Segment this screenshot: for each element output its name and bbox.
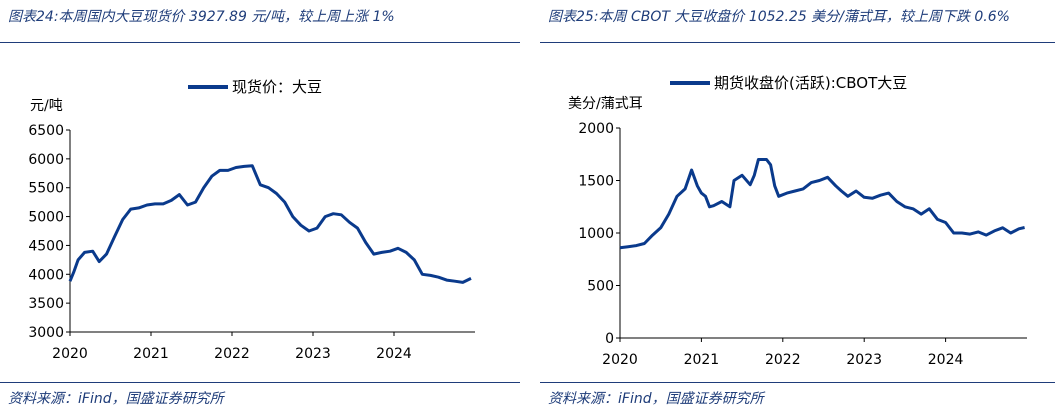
series-line: [619, 158, 1025, 250]
x-tick-label: 2021: [684, 352, 720, 368]
figure-title: 图表25:本周 CBOT 大豆收盘价 1052.25 美分/蒲式耳，较上周下跌 …: [548, 9, 1010, 25]
source-note: 资料来源：iFind，国盛证券研究所: [8, 391, 224, 407]
x-tick-label: 2021: [133, 346, 169, 362]
y-tick-label: 0: [605, 331, 614, 347]
title-divider: [540, 42, 1055, 43]
legend-label: 期货收盘价(活跃):CBOT大豆: [714, 74, 907, 92]
y-tick-label: 4500: [28, 238, 64, 254]
source-divider: [0, 382, 520, 383]
y-tick-label: 1500: [578, 174, 614, 190]
y-tick-label: 4000: [28, 267, 64, 283]
x-tick-label: 2022: [765, 352, 801, 368]
x-tick-label: 2020: [52, 346, 88, 362]
figure-title: 图表24:本周国内大豆现货价 3927.89 元/吨，较上周上涨 1%: [8, 9, 395, 25]
chart-panel-cbot-soybean: 图表25:本周 CBOT 大豆收盘价 1052.25 美分/蒲式耳，较上周下跌 …: [540, 0, 1055, 411]
x-tick-label: 2022: [214, 346, 250, 362]
y-tick-label: 6500: [28, 123, 64, 139]
x-tick-label: 2024: [928, 352, 964, 368]
y-axis-label: 美分/蒲式耳: [568, 96, 643, 112]
y-tick-label: 5500: [28, 181, 64, 197]
y-tick-label: 2000: [578, 121, 614, 137]
chart-domestic-soybean-price: 元/吨 现货价：大豆 3000 3500 4000 4500 5000 5500 6000 650…: [28, 78, 475, 362]
x-tick-label: 2023: [295, 346, 331, 362]
series-line: [68, 164, 472, 284]
legend-label: 现货价：大豆: [232, 78, 322, 96]
x-tick-label: 2023: [846, 352, 882, 368]
source-divider: [540, 382, 1055, 383]
chart-panel-domestic-soybean: 图表24:本周国内大豆现货价 3927.89 元/吨，较上周上涨 1% 元/吨 现…: [0, 0, 520, 411]
y-tick-label: 1000: [578, 226, 614, 242]
y-tick-label: 3000: [28, 325, 64, 341]
title-divider: [0, 42, 520, 43]
y-tick-label: 5000: [28, 210, 64, 226]
y-tick-label: 3500: [28, 296, 64, 312]
y-axis-label: 元/吨: [30, 98, 63, 114]
chart-cbot-soybean-close: 美分/蒲式耳 期货收盘价(活跃):CBOT大豆 0 500 1000 1500 2000 20…: [568, 74, 1027, 368]
source-note: 资料来源：iFind，国盛证券研究所: [548, 391, 764, 407]
y-tick-label: 500: [587, 279, 614, 295]
x-tick-label: 2020: [602, 352, 638, 368]
x-tick-label: 2024: [376, 346, 412, 362]
y-tick-label: 6000: [28, 152, 64, 168]
